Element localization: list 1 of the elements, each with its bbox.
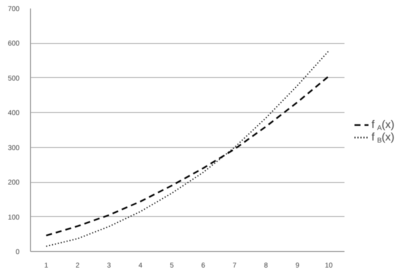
- line-series: [46, 50, 330, 247]
